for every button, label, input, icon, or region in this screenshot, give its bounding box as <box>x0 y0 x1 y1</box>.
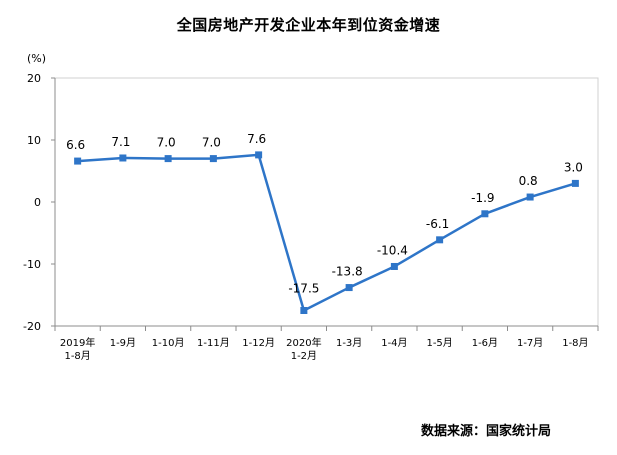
x-tick-label: 2020年 <box>286 336 321 349</box>
data-label: 6.6 <box>66 138 85 152</box>
data-point-marker <box>74 157 82 165</box>
data-label: 3.0 <box>564 160 583 174</box>
chart-title: 全国房地产开发企业本年到位资金增速 <box>176 16 441 34</box>
x-tick-label: 1-8月 <box>562 337 588 349</box>
data-point-marker <box>526 193 534 201</box>
data-labels: 6.6 7.1 7.0 7.0 7.6 -17.5 -13.8 -10.4 -6.1 -1.9 0.… <box>66 132 583 296</box>
data-label: -17.5 <box>288 282 319 296</box>
series-layer <box>74 151 579 314</box>
x-tick-label: 1-3月 <box>336 337 362 349</box>
data-point-marker <box>390 262 398 270</box>
x-tick-label: 1-10月 <box>152 337 185 349</box>
data-point-marker <box>164 155 172 163</box>
x-tick-label: 1-4月 <box>381 337 407 349</box>
series-line <box>77 153 576 312</box>
y-tick-label: -20 <box>23 320 41 333</box>
source-note: 数据来源：国家统计局 <box>420 424 551 439</box>
data-point-marker <box>300 307 308 314</box>
x-tick-label: 2019年 <box>60 336 95 349</box>
x-tick-label: 1-8月 <box>64 350 90 362</box>
data-label: 7.1 <box>111 135 130 149</box>
data-label: 0.8 <box>519 174 538 188</box>
y-tick-label: 10 <box>27 134 41 147</box>
y-axis-unit-label: (%) <box>27 52 46 65</box>
data-label: 7.0 <box>157 136 176 150</box>
y-tick-label: 0 <box>34 196 41 209</box>
x-tick-label: 1-11月 <box>197 337 230 349</box>
data-label: 7.0 <box>202 136 221 150</box>
x-tick-label: 1-6月 <box>472 337 498 349</box>
data-label: -6.1 <box>426 217 449 231</box>
y-tick-label: -10 <box>23 258 41 271</box>
data-label: -10.4 <box>377 243 408 257</box>
x-tick-label: 1-9月 <box>110 337 136 349</box>
x-tick-label: 1-12月 <box>242 337 275 349</box>
x-tick-label: 1-5月 <box>426 337 452 349</box>
data-label: -1.9 <box>471 191 494 205</box>
data-point-marker <box>436 236 444 244</box>
data-point-marker <box>255 151 263 159</box>
data-point-marker <box>345 284 353 292</box>
data-label: 7.6 <box>247 132 266 146</box>
data-label: -13.8 <box>332 265 363 279</box>
data-point-marker <box>571 179 579 187</box>
x-tick-label: 1-7月 <box>517 337 543 349</box>
x-tick-label: 1-2月 <box>291 350 317 362</box>
y-tick-label: 20 <box>27 72 41 85</box>
data-point-marker <box>119 154 127 162</box>
data-point-marker <box>209 155 217 163</box>
data-point-marker <box>481 210 489 218</box>
